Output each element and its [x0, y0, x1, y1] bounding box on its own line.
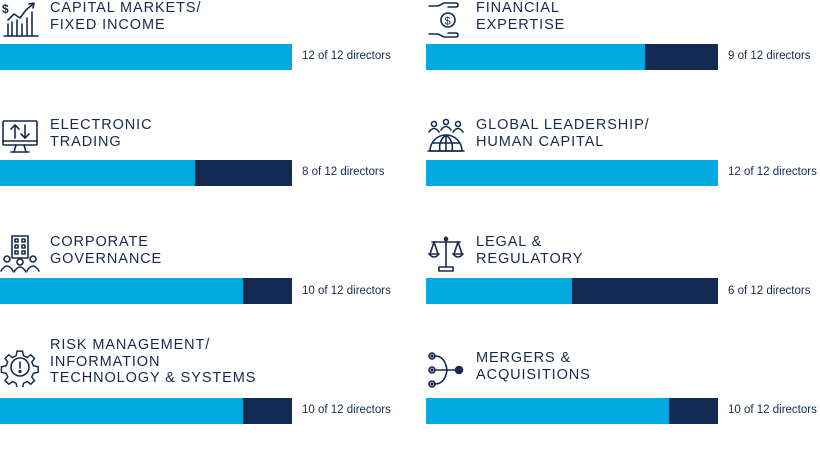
skill-bar	[426, 278, 718, 304]
skill-label: CORPORATE GOVERNANCE	[50, 234, 163, 267]
scales-icon	[426, 234, 466, 274]
skill-bar	[0, 44, 292, 70]
skill-label: MERGERS & ACQUISITIONS	[476, 350, 591, 383]
bar-filled-segment	[426, 44, 645, 70]
skill-panel-risk-management: RISK MANAGEMENT/ INFORMATION TECHNOLOGY …	[0, 337, 398, 437]
skill-panel-legal-regulatory: LEGAL & REGULATORY 6 of 12 directors	[426, 234, 820, 334]
skill-panel-capital-markets: $ CAPITAL MARKETS/ FIXED INCOME 12 of 12…	[0, 0, 398, 100]
building-people-icon	[0, 234, 40, 274]
skill-bar	[426, 398, 718, 424]
hand-coin-icon: $	[426, 0, 466, 40]
skill-panel-global-leadership: GLOBAL LEADERSHIP/ HUMAN CAPITAL 12 of 1…	[426, 117, 820, 217]
bar-filled-segment	[0, 278, 243, 304]
skill-bar	[0, 278, 292, 304]
skill-panel-financial-expertise: $ FINANCIAL EXPERTISE 9 of 12 directors	[426, 0, 820, 100]
monitor-arrows-icon	[0, 117, 40, 157]
skill-label: RISK MANAGEMENT/ INFORMATION TECHNOLOGY …	[50, 337, 257, 386]
director-count: 6 of 12 directors	[728, 285, 811, 297]
gear-alert-icon	[0, 347, 40, 387]
director-count: 9 of 12 directors	[728, 50, 811, 62]
skill-bar	[0, 160, 292, 186]
skill-bar	[0, 398, 292, 424]
director-count: 8 of 12 directors	[302, 166, 385, 178]
skill-panel-electronic-trading: ELECTRONIC TRADING 8 of 12 directors	[0, 117, 398, 217]
bar-filled-segment	[0, 44, 292, 70]
skill-panel-mergers-acquisitions: MERGERS & ACQUISITIONS 10 of 12 director…	[426, 350, 820, 450]
bar-remaining-segment	[669, 398, 718, 424]
bar-filled-segment	[426, 398, 669, 424]
globe-people-icon	[426, 117, 466, 157]
bar-remaining-segment	[243, 398, 292, 424]
bar-filled-segment	[426, 278, 572, 304]
bar-filled-segment	[0, 160, 195, 186]
skill-label: CAPITAL MARKETS/ FIXED INCOME	[50, 0, 202, 33]
skill-bar	[426, 160, 718, 186]
bar-remaining-segment	[645, 44, 718, 70]
skill-bar	[426, 44, 718, 70]
director-count: 10 of 12 directors	[302, 404, 391, 416]
skill-label: LEGAL & REGULATORY	[476, 234, 584, 267]
bar-filled-segment	[426, 160, 718, 186]
director-count: 10 of 12 directors	[728, 404, 817, 416]
svg-text:$: $	[2, 2, 9, 16]
bar-filled-segment	[0, 398, 243, 424]
skill-label: FINANCIAL EXPERTISE	[476, 0, 566, 33]
skill-label: GLOBAL LEADERSHIP/ HUMAN CAPITAL	[476, 117, 650, 150]
director-count: 12 of 12 directors	[728, 166, 817, 178]
director-count: 12 of 12 directors	[302, 50, 391, 62]
merge-nodes-icon	[426, 350, 466, 390]
svg-text:$: $	[445, 16, 451, 28]
skill-panel-corporate-governance: CORPORATE GOVERNANCE 10 of 12 directors	[0, 234, 398, 334]
chart-growth-icon: $	[0, 0, 40, 40]
bar-remaining-segment	[572, 278, 718, 304]
skill-label: ELECTRONIC TRADING	[50, 117, 153, 150]
director-count: 10 of 12 directors	[302, 285, 391, 297]
bar-remaining-segment	[243, 278, 292, 304]
bar-remaining-segment	[195, 160, 292, 186]
